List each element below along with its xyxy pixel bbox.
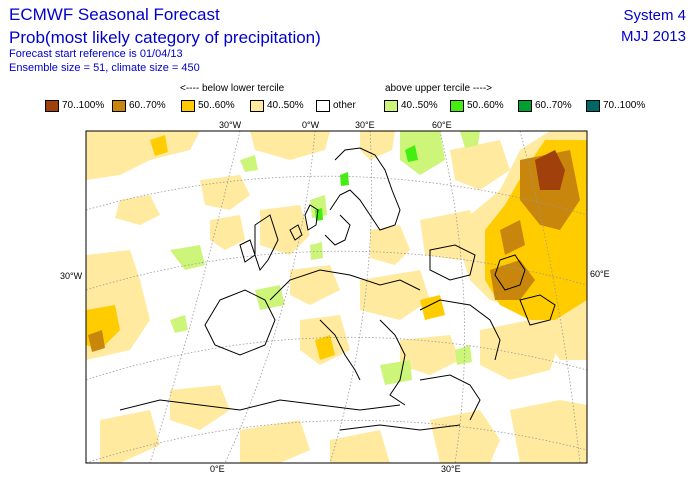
lon-label-top: 30°W [219,120,242,130]
legend-above-label: above upper tercile ----> [385,83,492,94]
legend-label: other [333,100,356,111]
coastlines [119,147,556,431]
east-dry-zone [86,131,587,360]
legend-swatch [518,100,532,112]
lat-label-left: 30°W [60,271,83,281]
legend-swatch [450,100,464,112]
graticule [86,131,587,463]
map-frame [85,130,588,464]
legend-swatch [316,100,330,112]
legend-below-label: <---- below lower tercile [180,83,285,94]
above-40-50-patches [170,131,480,385]
system-label: System 4 [623,7,686,24]
lon-label-top: 30°E [355,120,375,130]
lon-label-bottom: 0°E [210,464,225,474]
legend-swatch [384,100,398,112]
lat-label-right: 60°E [590,269,610,279]
legend-swatch [112,100,126,112]
forecast-reference: Forecast start reference is 01/04/13 [9,48,183,60]
legend-swatch [250,100,264,112]
period-label: MJJ 2013 [620,28,686,45]
legend-label: 60..70% [535,100,572,111]
ensemble-size: Ensemble size = 51, climate size = 450 [9,62,200,74]
legend-label: 70..100% [603,100,646,111]
legend-swatch [45,100,59,112]
legend-label: 40..50% [267,100,304,111]
legend-label: 60..70% [129,100,166,111]
lon-label-top: 60°E [432,120,452,130]
legend-label: 70..100% [62,100,105,111]
map-title: ECMWF Seasonal Forecast [9,5,220,24]
lon-label-top: 0°W [302,120,320,130]
legend-swatch [181,100,195,112]
map-subtitle: Prob(most likely category of precipitati… [9,28,321,47]
legend-swatch [586,100,600,112]
map-area [86,131,587,463]
legend-label: 40..50% [401,100,438,111]
lon-label-bottom: 30°E [441,464,461,474]
legend-label: 50..60% [198,100,235,111]
above-50-60-patches [315,145,418,221]
legend-label: 50..60% [467,100,504,111]
